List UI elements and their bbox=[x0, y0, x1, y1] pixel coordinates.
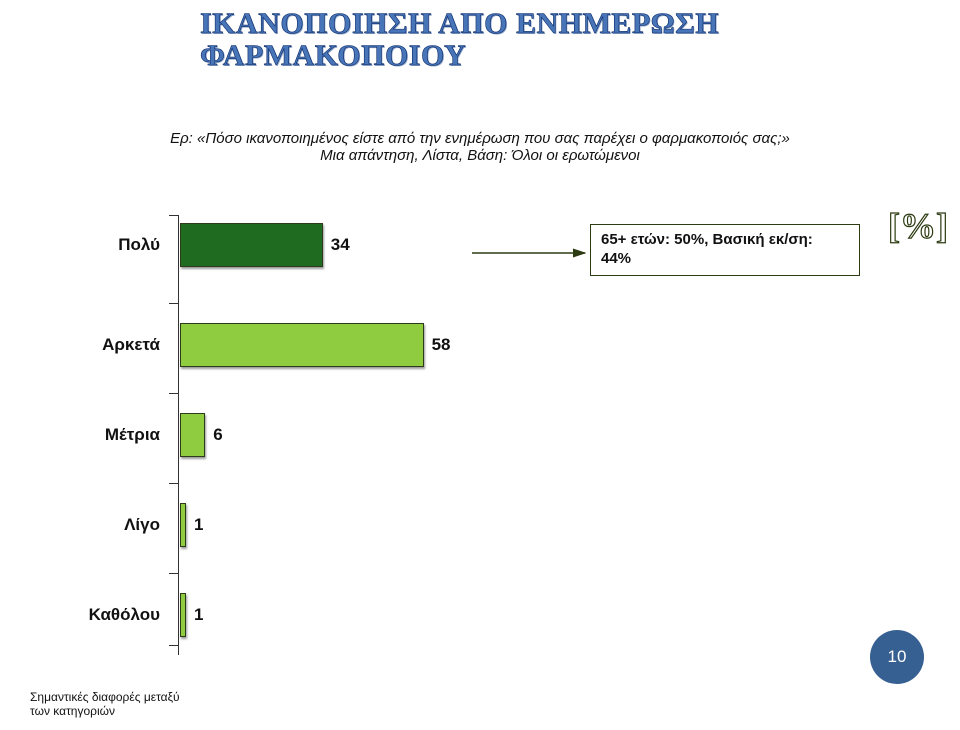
axis-tick bbox=[169, 573, 179, 574]
axis-tick bbox=[169, 645, 179, 646]
title-line-1: ΙΚΑΝΟΠΟΙΗΣΗ ΑΠΟ ΕΝΗΜΕΡΩΣΗ bbox=[200, 8, 760, 40]
slide-title: ΙΚΑΝΟΠΟΙΗΣΗ ΑΠΟ ΕΝΗΜΕΡΩΣΗ ΦΑΡΜΑΚΟΠΟΙΟΥ bbox=[200, 8, 760, 73]
annotation-arrow bbox=[470, 238, 600, 268]
value-label: 1 bbox=[194, 503, 203, 547]
category-label: Λίγο bbox=[30, 495, 166, 555]
bar bbox=[180, 413, 205, 457]
title-line-2: ΦΑΡΜΑΚΟΠΟΙΟΥ bbox=[200, 40, 760, 72]
annotation-line-1: 65+ ετών: 50%, Βασική εκ/ση: bbox=[601, 231, 813, 248]
subtitle-line-1: Ερ: «Πόσο ικανοποιημένος είστε από την ε… bbox=[120, 130, 840, 147]
value-label: 58 bbox=[432, 323, 451, 367]
bar bbox=[180, 223, 323, 267]
page-number-badge: 10 bbox=[870, 630, 924, 684]
axis-tick bbox=[169, 393, 179, 394]
value-label: 34 bbox=[331, 223, 350, 267]
bar bbox=[180, 593, 186, 637]
category-label: Μέτρια bbox=[30, 405, 166, 465]
value-label: 6 bbox=[213, 413, 222, 457]
category-label: Καθόλου bbox=[30, 585, 166, 645]
slide: ΙΚΑΝΟΠΟΙΗΣΗ ΑΠΟ ΕΝΗΜΕΡΩΣΗ ΦΑΡΜΑΚΟΠΟΙΟΥ Ε… bbox=[0, 0, 960, 730]
bar bbox=[180, 503, 186, 547]
category-label: Αρκετά bbox=[30, 315, 166, 375]
footnote-line-2: των κατηγοριών bbox=[30, 704, 115, 718]
axis-tick bbox=[169, 303, 179, 304]
percent-unit-badge: [%] bbox=[888, 205, 948, 247]
chart-row: Αρκετά 58 bbox=[30, 315, 590, 375]
axis-tick bbox=[169, 483, 179, 484]
annotation-box: 65+ ετών: 50%, Βασική εκ/ση: 44% bbox=[590, 224, 860, 276]
footnote: Σημαντικές διαφορές μεταξύ των κατηγοριώ… bbox=[30, 690, 270, 718]
subtitle-line-2: Μια απάντηση, Λίστα, Βάση: Όλοι οι ερωτώ… bbox=[120, 147, 840, 164]
chart-row: Καθόλου 1 bbox=[30, 585, 590, 645]
bar bbox=[180, 323, 424, 367]
bar-chart: Πολύ 34 Αρκετά 58 Μέτρια 6 Λίγο 1 Καθόλου 1 bbox=[30, 215, 590, 655]
chart-row: Μέτρια 6 bbox=[30, 405, 590, 465]
slide-subtitle: Ερ: «Πόσο ικανοποιημένος είστε από την ε… bbox=[120, 130, 840, 164]
annotation-line-2: 44% bbox=[601, 250, 631, 267]
value-label: 1 bbox=[194, 593, 203, 637]
chart-row: Λίγο 1 bbox=[30, 495, 590, 555]
footnote-line-1: Σημαντικές διαφορές μεταξύ bbox=[30, 690, 180, 704]
category-label: Πολύ bbox=[30, 215, 166, 275]
page-number: 10 bbox=[888, 647, 907, 667]
